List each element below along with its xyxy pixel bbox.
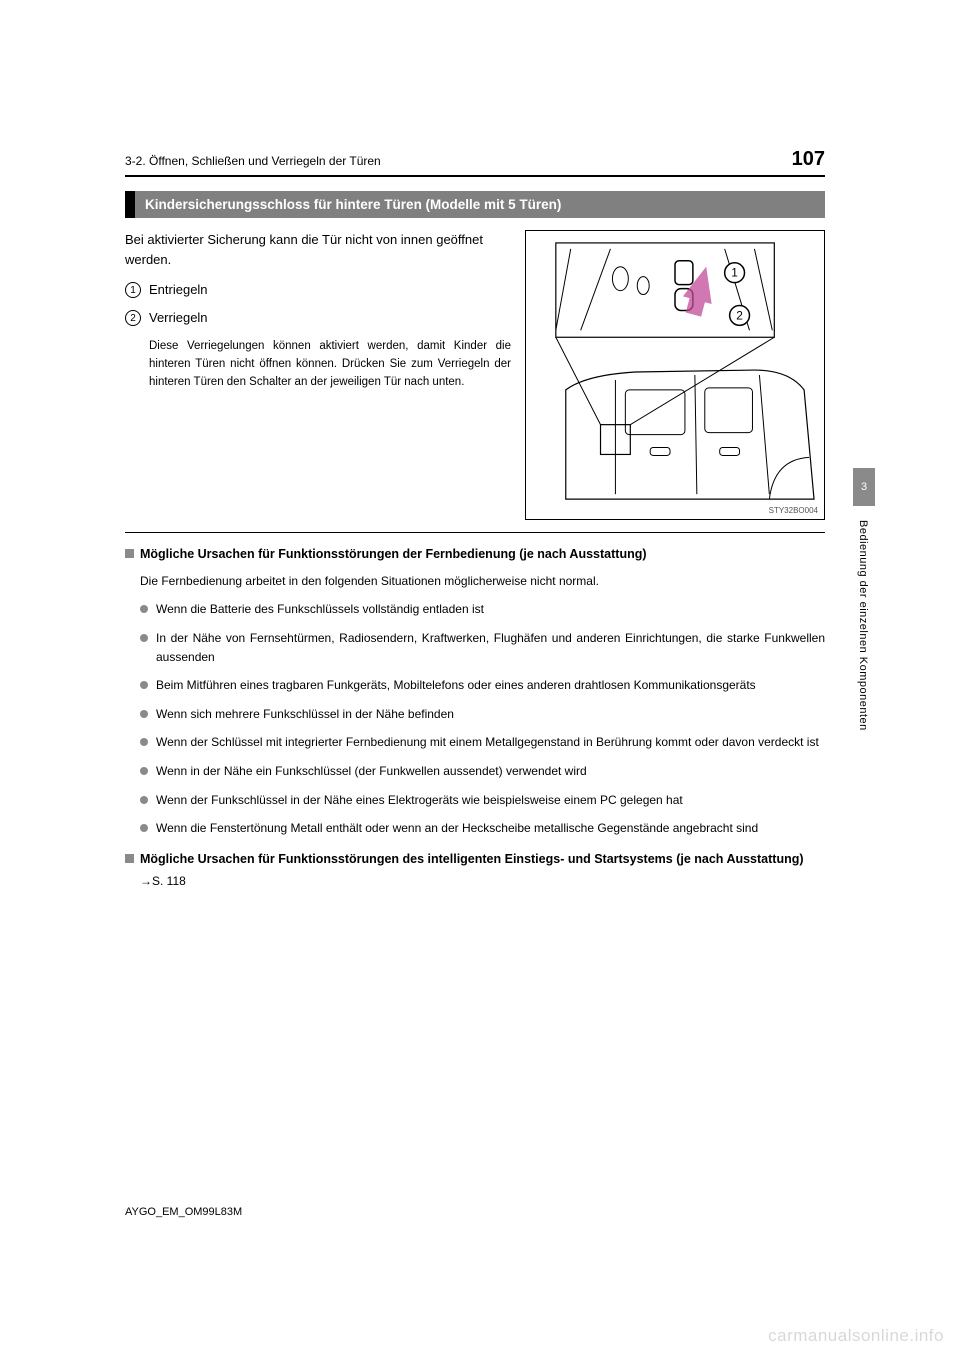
section-body: Bei aktivierter Sicherung kann die Tür n…	[125, 230, 825, 520]
list-item-label: Verriegeln	[149, 308, 208, 328]
round-bullet-icon	[140, 738, 148, 746]
bullet-text: Wenn die Batterie des Funkschlüssels vol…	[156, 600, 484, 619]
round-bullet-icon	[140, 767, 148, 775]
watermark-text: carmanualsonline.info	[768, 1326, 944, 1346]
list-item: 1 Entriegeln	[125, 280, 511, 300]
door-diagram-icon: 1 2	[526, 231, 824, 519]
round-bullet-icon	[140, 605, 148, 613]
page-content: 3-2. Öffnen, Schließen und Verriegeln de…	[125, 148, 825, 900]
callout-label: 2	[736, 308, 743, 322]
bullet-item: Wenn in der Nähe ein Funkschlüssel (der …	[140, 762, 825, 781]
bullet-item: Wenn die Fenstertönung Metall enthält od…	[140, 819, 825, 838]
round-bullet-icon	[140, 634, 148, 642]
subsection: Mögliche Ursachen für Funktionsstörungen…	[125, 850, 825, 889]
subsection-heading: Mögliche Ursachen für Funktionsstörungen…	[125, 545, 825, 564]
breadcrumb: 3-2. Öffnen, Schließen und Verriegeln de…	[125, 154, 381, 168]
section-title-banner: Kindersicherungsschloss für hintere Türe…	[125, 191, 825, 218]
subsection-heading-text: Mögliche Ursachen für Funktionsstörungen…	[140, 850, 804, 869]
subsection-heading-text: Mögliche Ursachen für Funktionsstörungen…	[140, 545, 647, 564]
circled-number-icon: 2	[125, 310, 141, 326]
bullet-item: Wenn die Batterie des Funkschlüssels vol…	[140, 600, 825, 619]
bullet-text: Wenn die Fenstertönung Metall enthält od…	[156, 819, 758, 838]
page-header: 3-2. Öffnen, Schließen und Verriegeln de…	[125, 148, 825, 177]
chapter-side-label: Bedienung der einzelnen Komponenten	[857, 520, 869, 731]
bullet-item: Wenn sich mehrere Funkschlüssel in der N…	[140, 705, 825, 724]
bullet-text: Wenn der Funkschlüssel in der Nähe eines…	[156, 791, 683, 810]
list-item: 2 Verriegeln	[125, 308, 511, 328]
round-bullet-icon	[140, 681, 148, 689]
intro-text: Bei aktivierter Sicherung kann die Tür n…	[125, 230, 511, 270]
subsection: Mögliche Ursachen für Funktionsstörungen…	[125, 545, 825, 838]
footer-document-code: AYGO_EM_OM99L83M	[125, 1206, 242, 1218]
description-text: Diese Verriegelungen können aktiviert we…	[125, 337, 511, 392]
bullet-text: Wenn der Schlüssel mit integrierter Fern…	[156, 733, 819, 752]
page-number: 107	[792, 148, 825, 171]
chapter-tab: 3	[853, 468, 875, 506]
bullet-item: Beim Mitführen eines tragbaren Funkgerät…	[140, 676, 825, 695]
square-bullet-icon	[125, 549, 134, 558]
subsection-lead: Die Fernbedienung arbeitet in den folgen…	[140, 572, 825, 591]
bullet-text: Wenn in der Nähe ein Funkschlüssel (der …	[156, 762, 587, 781]
subsection-heading: Mögliche Ursachen für Funktionsstörungen…	[125, 850, 825, 869]
page-reference: →S. 118	[140, 874, 825, 888]
round-bullet-icon	[140, 710, 148, 718]
circled-number-icon: 1	[125, 282, 141, 298]
bullet-item: Wenn der Funkschlüssel in der Nähe eines…	[140, 791, 825, 810]
bullet-item: In der Nähe von Fernsehtürmen, Radiosend…	[140, 629, 825, 666]
bullet-text: Beim Mitführen eines tragbaren Funkgerät…	[156, 676, 756, 695]
list-item-label: Entriegeln	[149, 280, 208, 300]
divider	[125, 532, 825, 533]
bullet-text: Wenn sich mehrere Funkschlüssel in der N…	[156, 705, 454, 724]
round-bullet-icon	[140, 796, 148, 804]
square-bullet-icon	[125, 854, 134, 863]
figure-box: 1 2 STY32BO004	[525, 230, 825, 520]
section-text-column: Bei aktivierter Sicherung kann die Tür n…	[125, 230, 511, 520]
bullet-text: In der Nähe von Fernsehtürmen, Radiosend…	[156, 629, 825, 666]
figure-id-label: STY32BO004	[769, 506, 818, 515]
callout-label: 1	[731, 266, 738, 280]
round-bullet-icon	[140, 824, 148, 832]
bullet-item: Wenn der Schlüssel mit integrierter Fern…	[140, 733, 825, 752]
